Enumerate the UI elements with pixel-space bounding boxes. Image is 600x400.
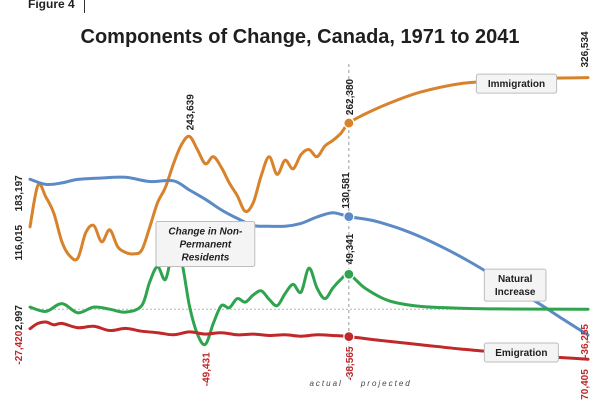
marker-layer bbox=[343, 117, 355, 343]
marker-change-in-non-permanent-residents-2011 bbox=[343, 268, 355, 280]
data-label-change-in-non-permanent-residents: 2,997 bbox=[14, 305, 25, 330]
data-label-immigration: 326,534 bbox=[580, 31, 591, 68]
series-label-text: Natural bbox=[498, 274, 533, 285]
data-label-natural-increase: 130,581 bbox=[341, 172, 352, 209]
figure-label-divider bbox=[84, 0, 85, 13]
series-label-text: Immigration bbox=[488, 79, 545, 90]
data-label-natural-increase: -36,255 bbox=[580, 324, 591, 358]
series-label-box bbox=[483, 342, 559, 363]
data-label-immigration: 116,015 bbox=[14, 224, 25, 260]
series-label-box bbox=[475, 73, 558, 94]
data-label-immigration: 262,380 bbox=[345, 78, 356, 115]
data-label-emigration: -38,565 bbox=[345, 346, 356, 380]
divider-label-actual: actual bbox=[309, 379, 342, 388]
chart-title: Components of Change, Canada, 1971 to 20… bbox=[80, 26, 520, 48]
data-label-change-in-non-permanent-residents: 49,341 bbox=[345, 233, 356, 264]
series-line-emigration bbox=[28, 320, 590, 361]
series-label-text: Emigration bbox=[495, 348, 547, 359]
series-line-natural-increase bbox=[28, 175, 590, 337]
axis-layer: actual projected bbox=[30, 64, 588, 388]
series-label-box bbox=[483, 268, 547, 302]
series-label-box bbox=[155, 221, 256, 267]
series-label-change-in-non-permanent-residents: Change in Non- Permanent Residents bbox=[155, 221, 256, 267]
data-label-natural-increase: 183,197 bbox=[14, 175, 25, 212]
series-label-text: Residents bbox=[181, 253, 229, 264]
series-layer bbox=[28, 76, 590, 361]
marker-immigration-2011 bbox=[343, 117, 355, 129]
series-line-immigration bbox=[28, 76, 590, 262]
series-label-text: Increase bbox=[495, 287, 536, 298]
series-label-layer: Immigration Natural Increase Change in Non-… bbox=[155, 73, 559, 363]
series-label-text: Permanent bbox=[180, 240, 232, 251]
divider-label-projected: projected bbox=[360, 379, 412, 388]
data-label-emigration: -27,420 bbox=[14, 330, 25, 364]
data-label-emigration: -70,405 bbox=[580, 369, 591, 400]
figure-label: Figure 4 bbox=[28, 0, 75, 11]
data-label-change-in-non-permanent-residents: -49,431 bbox=[201, 352, 212, 386]
series-label-immigration: Immigration bbox=[475, 73, 558, 94]
marker-emigration-2011 bbox=[343, 331, 355, 343]
data-label-layer: 116,015 183,197 2,997-27,420 243,639 -49,431… bbox=[14, 31, 591, 400]
marker-natural-increase-2011 bbox=[343, 210, 355, 223]
series-label-natural-increase: Natural Increase bbox=[483, 268, 547, 302]
series-label-emigration: Emigration bbox=[483, 342, 559, 363]
series-label-text: Change in Non- bbox=[168, 227, 243, 238]
data-label-immigration: 243,639 bbox=[185, 94, 196, 131]
